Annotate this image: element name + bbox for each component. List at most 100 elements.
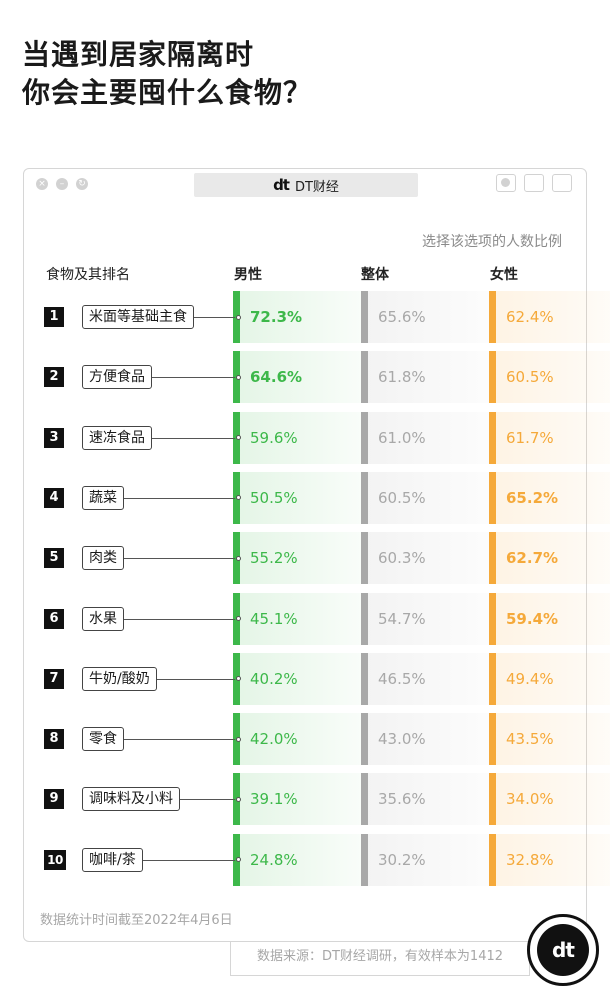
- male-value-label: 39.1%: [250, 790, 298, 809]
- female-band: [489, 773, 610, 826]
- column-header-overall: 整体: [361, 267, 389, 283]
- female-band: [489, 592, 610, 645]
- connector-line: [194, 317, 235, 318]
- male-band: [233, 351, 361, 404]
- male-band: [233, 773, 361, 826]
- female-value-label: 34.0%: [506, 790, 554, 809]
- female-band: [489, 532, 610, 585]
- male-value-label: 50.5%: [250, 488, 298, 507]
- window-copy-icon[interactable]: [552, 174, 572, 192]
- female-bar-mark: [489, 351, 496, 404]
- connector-dot: [236, 857, 241, 863]
- male-band: [233, 411, 361, 464]
- overall-band: [361, 532, 489, 585]
- page-title: 当遇到居家隔离时 你会主要囤什么食物？: [22, 36, 312, 112]
- female-bar-mark: [489, 833, 496, 886]
- female-value-label: 60.5%: [506, 368, 554, 387]
- male-value-label: 55.2%: [250, 549, 298, 568]
- female-bar-mark: [489, 532, 496, 585]
- overall-bar-mark: [361, 592, 368, 645]
- dt-logo-icon: dt: [273, 176, 290, 194]
- female-value-label: 62.4%: [506, 308, 554, 326]
- overall-bar-mark: [361, 471, 368, 524]
- overall-bar-mark: [361, 652, 368, 705]
- overall-band: [361, 833, 489, 886]
- female-bar-mark: [489, 291, 496, 343]
- refresh-icon[interactable]: ↻: [76, 178, 88, 190]
- connector-dot: [236, 616, 241, 621]
- record-button-icon[interactable]: [496, 174, 516, 192]
- male-band: [233, 592, 361, 645]
- close-icon[interactable]: ×: [36, 178, 48, 190]
- connector-dot: [236, 555, 241, 561]
- share-icon[interactable]: [524, 174, 544, 192]
- overall-band: [361, 592, 489, 645]
- male-value-label: 72.3%: [250, 308, 303, 326]
- rank-badge: 7: [44, 668, 64, 689]
- overall-value-label: 54.7%: [378, 609, 426, 628]
- overall-bar-mark: [361, 773, 368, 826]
- connector-dot: [236, 374, 241, 380]
- connector-dot: [236, 495, 241, 501]
- rank-badge: 10: [44, 849, 66, 870]
- female-value-label: 62.7%: [506, 549, 559, 568]
- overall-bar-mark: [361, 411, 368, 464]
- minimize-icon[interactable]: –: [56, 178, 68, 190]
- connector-line: [152, 437, 235, 439]
- male-value-label: 24.8%: [250, 850, 298, 869]
- overall-band: [361, 652, 489, 705]
- male-band: [233, 652, 361, 705]
- overall-bar-mark: [361, 833, 368, 886]
- connector-line: [124, 558, 235, 560]
- rank-badge: 4: [44, 487, 64, 508]
- male-value-label: 64.6%: [250, 368, 303, 387]
- connector-line: [124, 497, 235, 499]
- connector-line: [124, 739, 235, 741]
- overall-value-label: 60.3%: [378, 549, 426, 568]
- male-band: [233, 713, 361, 766]
- food-name-label: 方便食品: [82, 365, 152, 390]
- rank-badge: 9: [44, 789, 64, 810]
- food-name-label: 肉类: [82, 546, 124, 571]
- overall-band: [361, 351, 489, 404]
- overall-bar-mark: [361, 532, 368, 585]
- overall-value-label: 65.6%: [378, 308, 426, 326]
- rank-badge: 3: [44, 427, 64, 448]
- overall-bar-mark: [361, 291, 368, 343]
- connector-line: [156, 678, 235, 680]
- overall-band: [361, 291, 489, 343]
- overall-band: [361, 773, 489, 826]
- female-value-label: 65.2%: [506, 488, 559, 507]
- rank-badge: 2: [44, 367, 64, 388]
- dt-badge: dt: [527, 914, 599, 986]
- food-name-label: 零食: [82, 727, 124, 752]
- overall-value-label: 60.5%: [378, 488, 426, 507]
- source-note: 数据来源：DT财经调研，有效样本为1412: [230, 942, 530, 976]
- overall-bar-mark: [361, 351, 368, 404]
- male-band: [233, 291, 361, 343]
- overall-value-label: 30.2%: [378, 850, 426, 869]
- overall-band: [361, 411, 489, 464]
- food-name-label: 速冻食品: [82, 425, 152, 450]
- food-name-label: 咖啡/茶: [82, 847, 143, 872]
- overall-band: [361, 713, 489, 766]
- column-header-male: 男性: [234, 267, 262, 283]
- female-band: [489, 411, 610, 464]
- female-bar-mark: [489, 652, 496, 705]
- female-bar-mark: [489, 471, 496, 524]
- male-value-label: 42.0%: [250, 730, 298, 749]
- female-value-label: 49.4%: [506, 669, 554, 688]
- male-band: [233, 833, 361, 886]
- overall-bar-mark: [361, 713, 368, 766]
- chart-window: × – ↻ dt DT财经 选择该选项的人数比例 食物及其排名 男性 整体 女性…: [23, 168, 610, 942]
- female-value-label: 43.5%: [506, 730, 554, 749]
- connector-line: [124, 618, 235, 620]
- female-bar-mark: [489, 773, 496, 826]
- food-name-label: 调味料及小料: [82, 787, 180, 812]
- male-band: [233, 471, 361, 524]
- rank-badge: 1: [44, 307, 64, 327]
- connector-line: [180, 799, 235, 801]
- title-line-1: 当遇到居家隔离时: [22, 38, 255, 71]
- male-value-label: 40.2%: [250, 669, 298, 688]
- female-band: [489, 833, 610, 886]
